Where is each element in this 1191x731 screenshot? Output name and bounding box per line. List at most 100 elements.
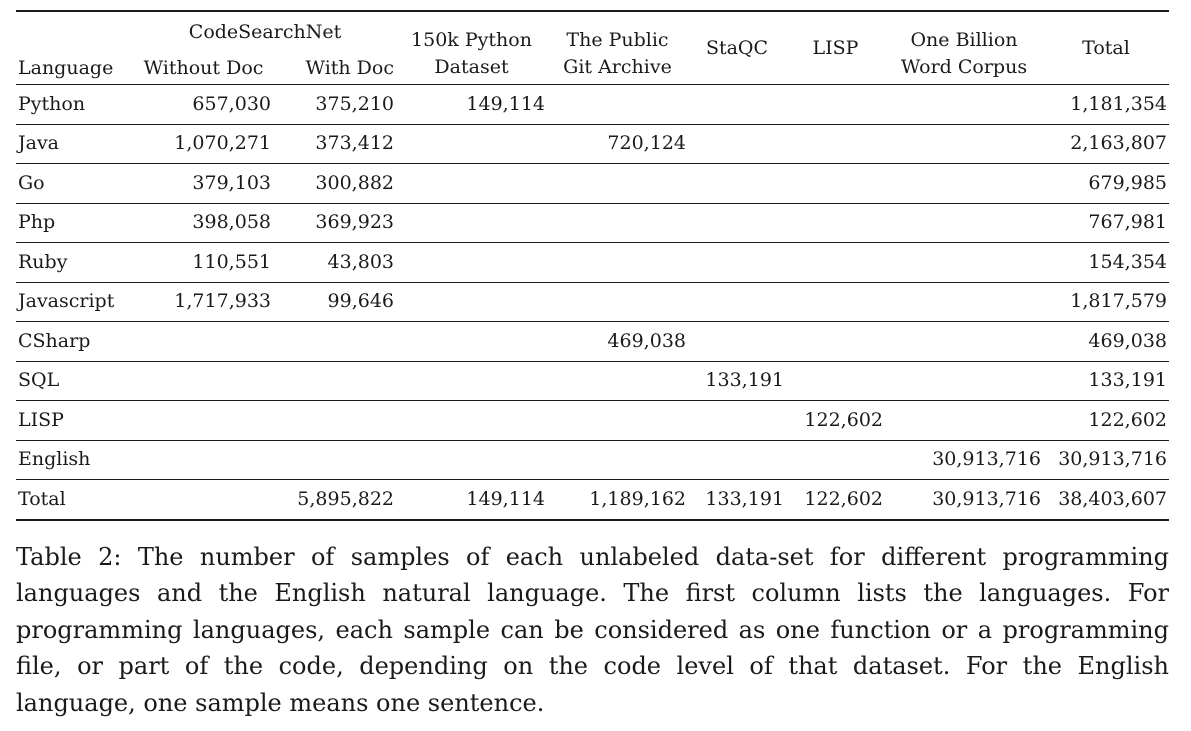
cell-public-git [547,282,688,322]
cell-without-doc: 398,058 [134,203,273,243]
cell-python150k [396,124,547,164]
cell-lisp [786,282,885,322]
cell-public-git: 720,124 [547,124,688,164]
python150k-header-line2: Dataset [434,56,509,78]
cell-with-doc: 375,210 [273,84,396,125]
cell-language: Javascript [16,282,134,322]
cell-total: 2,163,807 [1043,124,1169,164]
cell-one-billion: 30,913,716 [885,479,1043,521]
staqc-header: StaQC [688,10,786,85]
total-row: Total 5,895,822 149,114 1,189,162 133,191 122… [16,479,1169,521]
cell-python150k [396,242,547,283]
cell-language: Ruby [16,242,134,283]
cell-without-doc [134,440,273,480]
cell-public-git [547,400,688,441]
cell-without-doc [134,321,273,362]
table-row: Java 1,070,271 373,412 720,124 2,163,807 [16,124,1169,164]
cell-one-billion [885,282,1043,322]
cell-total: 38,403,607 [1043,479,1169,521]
cell-lisp [786,163,885,204]
cell-staqc [688,84,786,125]
cell-language: Go [16,163,134,204]
table-row: Python 657,030 375,210 149,114 1,181,354 [16,84,1169,125]
cell-python150k: 149,114 [396,479,547,521]
public-git-header-line2: Git Archive [563,56,672,78]
cell-staqc [688,242,786,283]
public-git-header: The Public Git Archive [547,10,688,85]
codesearchnet-group-header: CodeSearchNet [134,10,396,45]
cell-one-billion: 30,913,716 [885,440,1043,480]
table-row: LISP 122,602 122,602 [16,400,1169,441]
cell-language: CSharp [16,321,134,362]
cell-language: Php [16,203,134,243]
python150k-header: 150k Python Dataset [396,10,547,85]
public-git-header-line1: The Public [566,29,669,51]
cell-without-doc [134,361,273,401]
cell-public-git [547,84,688,125]
cell-total: 133,191 [1043,361,1169,401]
table-row: SQL 133,191 133,191 [16,361,1169,401]
python150k-header-line1: 150k Python [411,29,532,51]
cell-one-billion [885,400,1043,441]
cell-without-doc [134,479,273,521]
cell-staqc [688,124,786,164]
cell-language: Java [16,124,134,164]
cell-lisp [786,321,885,362]
cell-one-billion [885,163,1043,204]
cell-staqc [688,282,786,322]
cell-public-git [547,361,688,401]
cell-with-doc [273,440,396,480]
cell-python150k: 149,114 [396,84,547,125]
table-body: Python 657,030 375,210 149,114 1,181,354 Java… [16,84,1169,521]
cell-python150k [396,282,547,322]
table-row: English 30,913,716 30,913,716 [16,440,1169,480]
cell-without-doc: 379,103 [134,163,273,204]
cell-with-doc [273,400,396,441]
cell-total: 767,981 [1043,203,1169,243]
cell-public-git [547,440,688,480]
table-row: Go 379,103 300,882 679,985 [16,163,1169,204]
cell-one-billion [885,242,1043,283]
cell-public-git [547,242,688,283]
cell-without-doc: 110,551 [134,242,273,283]
cell-staqc [688,440,786,480]
cell-without-doc [134,400,273,441]
cell-public-git: 469,038 [547,321,688,362]
cell-staqc: 133,191 [688,479,786,521]
cell-lisp [786,84,885,125]
cell-staqc [688,163,786,204]
cell-lisp [786,361,885,401]
cell-total: 679,985 [1043,163,1169,204]
one-billion-header-line2: Word Corpus [900,56,1028,78]
cell-lisp: 122,602 [786,479,885,521]
cell-one-billion [885,203,1043,243]
cell-with-doc: 43,803 [273,242,396,283]
cell-without-doc: 1,070,271 [134,124,273,164]
cell-python150k [396,440,547,480]
cell-lisp [786,440,885,480]
cell-with-doc [273,361,396,401]
cell-language: Python [16,84,134,125]
cell-python150k [396,361,547,401]
cell-one-billion [885,361,1043,401]
cell-lisp: 122,602 [786,400,885,441]
cell-python150k [396,321,547,362]
cell-without-doc: 1,717,933 [134,282,273,322]
table-row: CSharp 469,038 469,038 [16,321,1169,362]
cell-with-doc: 5,895,822 [273,479,396,521]
cell-total: 469,038 [1043,321,1169,362]
table-row: Php 398,058 369,923 767,981 [16,203,1169,243]
cell-total: 154,354 [1043,242,1169,283]
cell-language: LISP [16,400,134,441]
cell-with-doc: 300,882 [273,163,396,204]
cell-python150k [396,400,547,441]
table-row: Javascript 1,717,933 99,646 1,817,579 [16,282,1169,322]
cell-staqc: 133,191 [688,361,786,401]
empty-header-cell [16,10,134,45]
cell-total: 30,913,716 [1043,440,1169,480]
cell-with-doc: 373,412 [273,124,396,164]
total-header: Total [1043,10,1169,85]
cell-language: English [16,440,134,480]
with-doc-header: With Doc [273,45,396,85]
